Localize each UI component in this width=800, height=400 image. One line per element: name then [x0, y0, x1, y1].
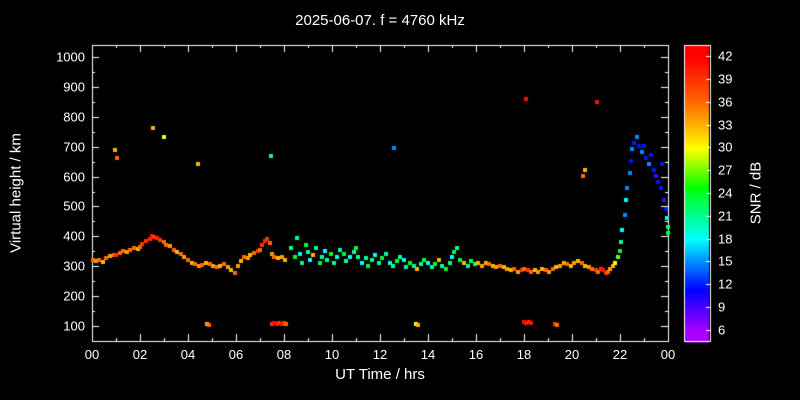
colorbar-tick-label: 24 [718, 185, 733, 201]
colorbar-tick-label: 21 [718, 208, 733, 224]
y-tick-label: 100 [63, 318, 85, 334]
y-tick-label: 400 [63, 228, 85, 244]
colorbar-tick-label: 12 [718, 276, 733, 292]
colorbar-tick-label: 15 [718, 253, 733, 269]
y-tick-label: 600 [63, 169, 85, 185]
colorbar-tick-label: 9 [718, 299, 726, 315]
colorbar-tick-label: 42 [718, 48, 733, 64]
y-tick-label: 700 [63, 139, 85, 155]
x-tick-label: 14 [420, 347, 436, 362]
y-tick-label: 200 [63, 288, 85, 304]
x-tick-label: 20 [564, 347, 580, 362]
colorbar-tick-label: 36 [718, 94, 733, 110]
y-tick-label: 800 [63, 109, 85, 125]
y-tick-label: 900 [63, 79, 85, 95]
x-tick-label: 10 [324, 347, 340, 362]
colorbar-tick-label: 30 [718, 139, 733, 155]
x-tick-label: 18 [516, 347, 532, 362]
x-tick-label: 06 [228, 347, 244, 362]
colorbar-tick-label: 27 [718, 162, 733, 178]
x-tick-label: 00 [84, 347, 100, 362]
y-axis-label: Virtual height / km [7, 133, 25, 253]
x-axis-label: UT Time / hrs [335, 366, 425, 383]
colorbar-tick-label: 39 [718, 71, 733, 87]
x-tick-label: 02 [132, 347, 148, 362]
x-tick-label: 12 [372, 347, 388, 362]
x-tick-label: 04 [180, 347, 196, 362]
y-tick-label: 1000 [56, 49, 85, 65]
colorbar-tick-label: 33 [718, 117, 733, 133]
y-tick-label: 300 [63, 258, 85, 274]
x-tick-label: 00 [660, 347, 676, 362]
y-tick-label: 500 [63, 198, 85, 214]
chart-title: 2025-06-07. f = 4760 kHz [295, 12, 465, 29]
x-tick-label: 08 [276, 347, 292, 362]
x-tick-label: 22 [612, 347, 628, 362]
x-tick-label: 16 [468, 347, 484, 362]
colorbar-tick-label: 18 [718, 231, 733, 247]
colorbar-tick-label: 6 [718, 322, 726, 338]
colorbar-axis-label: SNR / dB [747, 161, 765, 225]
